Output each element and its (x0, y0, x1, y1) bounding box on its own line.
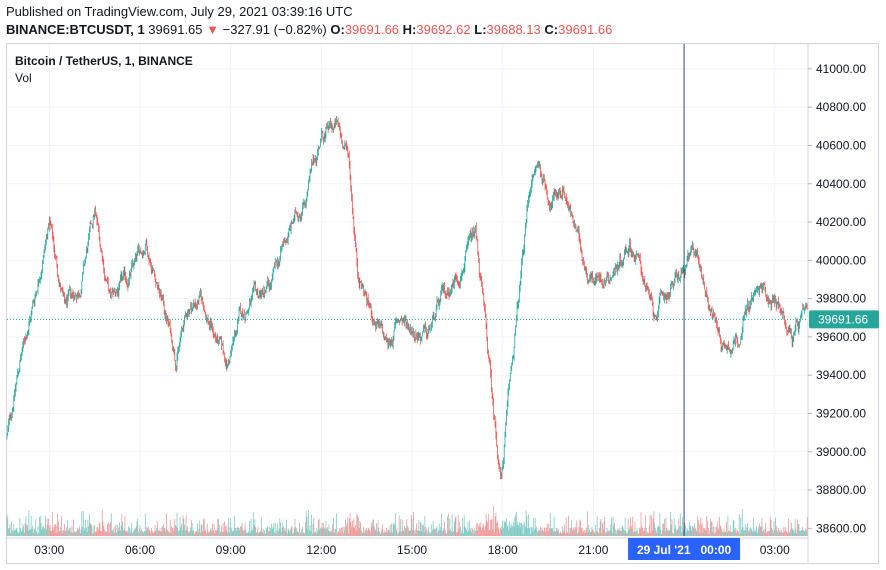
high-value: 39692.62 (416, 22, 471, 37)
low-value: 39688.13 (486, 22, 541, 37)
open-value: 39691.66 (344, 22, 400, 37)
time-tick-label: 06:00 (125, 543, 155, 557)
candlesticks (6, 116, 809, 480)
volume-bars (6, 506, 809, 536)
crosshair-time-tag: 29 Jul '21 00:00 (628, 538, 741, 560)
time-tick-label: 12:00 (306, 543, 336, 557)
time-tick-label: 15:00 (397, 543, 427, 557)
legend-volume: Vol (15, 71, 32, 85)
down-arrow-icon: ▼ (206, 22, 220, 37)
price-tick-label: 40200.00 (816, 215, 866, 229)
time-tick-label: 18:00 (488, 543, 518, 557)
price-change: −327.91 (−0.82%) (222, 22, 327, 37)
time-axis[interactable]: 03:00 06:00 09:00 12:00 15:00 18:00 21:00 03:00 (7, 537, 808, 557)
price-tick-label: 40800.00 (816, 100, 866, 114)
low-label: L: (474, 22, 487, 37)
quote-line: BINANCE:BTCUSDT, 1 39691.65 ▼ −327.91 (−… (6, 22, 612, 37)
crosshair-time-label: 29 Jul '21 00:00 (637, 543, 732, 557)
last-price: 39691.65 (148, 22, 203, 37)
price-tick-label: 39400.00 (816, 368, 866, 382)
price-tick-label: 38800.00 (816, 483, 866, 497)
price-tick-label: 38600.00 (816, 521, 866, 535)
last-price-tag-label: 39691.66 (818, 312, 868, 326)
high-label: H: (402, 22, 417, 37)
last-price-tag: 39691.66 (809, 310, 879, 329)
price-tick-label: 39200.00 (816, 406, 866, 420)
published-note: Published on TradingView.com, July 29, 2… (6, 4, 353, 19)
symbol-label: BINANCE:BTCUSDT, 1 (6, 22, 145, 37)
last-price-tag-bg (809, 310, 879, 329)
price-tick-label: 39800.00 (816, 292, 866, 306)
close-label: C: (544, 22, 559, 37)
legend-title: Bitcoin / TetherUS, 1, BINANCE (15, 54, 193, 68)
close-value: 39691.66 (558, 22, 613, 37)
grid-lines (7, 44, 808, 536)
time-tick-label: 09:00 (216, 543, 246, 557)
chart-legend: Bitcoin / TetherUS, 1, BINANCE Vol (15, 53, 193, 87)
time-tick-label: 03:00 (34, 543, 64, 557)
price-axis[interactable]: 38600.00 38800.00 39000.00 39200.00 39400.00… (808, 62, 866, 535)
price-tick-label: 39000.00 (816, 445, 866, 459)
crosshair-time-tag-bg (628, 538, 741, 560)
price-tick-label: 40400.00 (816, 177, 866, 191)
price-tick-label: 40000.00 (816, 253, 866, 267)
price-tick-label: 40600.00 (816, 138, 866, 152)
open-label: O: (330, 22, 345, 37)
price-tick-label: 41000.00 (816, 62, 866, 76)
price-tick-label: 39600.00 (816, 330, 866, 344)
chart-frame (6, 43, 879, 564)
time-tick-label: 03:00 (760, 543, 790, 557)
time-tick-label: 21:00 (578, 543, 608, 557)
